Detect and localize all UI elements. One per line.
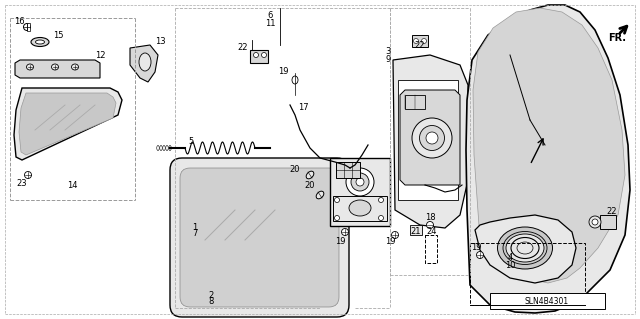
Bar [410,225,422,235]
Ellipse shape [356,178,364,186]
Bar [490,293,605,309]
Text: 20: 20 [290,166,300,174]
Ellipse shape [506,234,544,262]
Text: 18: 18 [425,213,435,222]
Bar [425,235,437,263]
Ellipse shape [316,191,324,199]
Text: 19: 19 [385,238,396,247]
FancyBboxPatch shape [180,168,339,307]
Ellipse shape [342,228,349,235]
Text: 22: 22 [237,43,248,53]
Text: 19: 19 [278,68,288,77]
Text: 15: 15 [52,31,63,40]
Text: 20: 20 [305,181,316,189]
Polygon shape [19,93,116,155]
Ellipse shape [378,197,383,203]
Ellipse shape [26,64,33,70]
Text: 16: 16 [13,18,24,26]
Text: 3: 3 [385,48,390,56]
Text: FR.: FR. [608,33,626,43]
Bar [27,23,30,31]
Ellipse shape [169,145,172,151]
Text: 17: 17 [298,103,308,113]
Ellipse shape [292,76,298,84]
Text: 2: 2 [209,291,214,300]
Polygon shape [400,90,460,185]
Text: 13: 13 [155,38,165,47]
Ellipse shape [262,53,266,57]
Ellipse shape [426,132,438,144]
Ellipse shape [349,200,371,216]
Text: 22: 22 [415,41,425,49]
Bar [398,80,458,200]
Ellipse shape [419,125,445,151]
Ellipse shape [306,171,314,179]
Ellipse shape [413,39,419,43]
Ellipse shape [160,145,163,151]
Polygon shape [393,55,468,228]
Polygon shape [130,45,158,82]
Text: 10: 10 [505,261,515,270]
Ellipse shape [378,216,383,220]
Bar [330,158,390,226]
Bar [333,196,387,221]
Ellipse shape [24,24,31,31]
Ellipse shape [51,64,58,70]
Ellipse shape [139,53,151,71]
Text: 9: 9 [385,55,390,63]
Ellipse shape [592,219,598,225]
Polygon shape [475,215,576,283]
Ellipse shape [422,39,426,43]
Bar [600,215,616,229]
Ellipse shape [346,168,374,196]
Polygon shape [466,5,630,313]
Text: 6: 6 [268,11,273,20]
Ellipse shape [163,145,165,151]
Text: 8: 8 [208,298,214,307]
Bar [405,95,425,109]
Ellipse shape [477,251,483,258]
Ellipse shape [426,221,433,228]
Ellipse shape [157,145,159,151]
Ellipse shape [335,216,339,220]
Ellipse shape [31,38,49,47]
Text: 19: 19 [471,243,481,253]
Ellipse shape [497,227,552,269]
Text: SLN4B4301: SLN4B4301 [525,296,569,306]
Ellipse shape [351,173,369,191]
Ellipse shape [166,145,168,151]
Polygon shape [15,60,100,78]
Text: 19: 19 [335,238,345,247]
Ellipse shape [253,53,259,57]
Text: 5: 5 [188,137,194,146]
Text: 11: 11 [265,19,275,27]
Ellipse shape [35,40,45,44]
Polygon shape [14,88,122,160]
FancyBboxPatch shape [170,158,349,317]
Text: 22: 22 [607,207,617,217]
Text: 21: 21 [411,227,421,236]
Text: 23: 23 [17,180,28,189]
Text: 12: 12 [95,50,105,60]
Text: 1: 1 [193,224,198,233]
Text: 14: 14 [67,182,77,190]
Ellipse shape [392,232,399,239]
Text: 4: 4 [508,254,513,263]
Ellipse shape [335,197,339,203]
Bar [412,35,428,47]
Ellipse shape [24,172,31,179]
Text: 7: 7 [192,229,198,239]
Ellipse shape [412,118,452,158]
Bar [336,162,360,178]
Ellipse shape [72,64,79,70]
Bar [250,50,268,63]
Ellipse shape [589,216,601,228]
Polygon shape [473,8,625,283]
Bar [470,243,585,305]
Text: 24: 24 [427,227,437,236]
